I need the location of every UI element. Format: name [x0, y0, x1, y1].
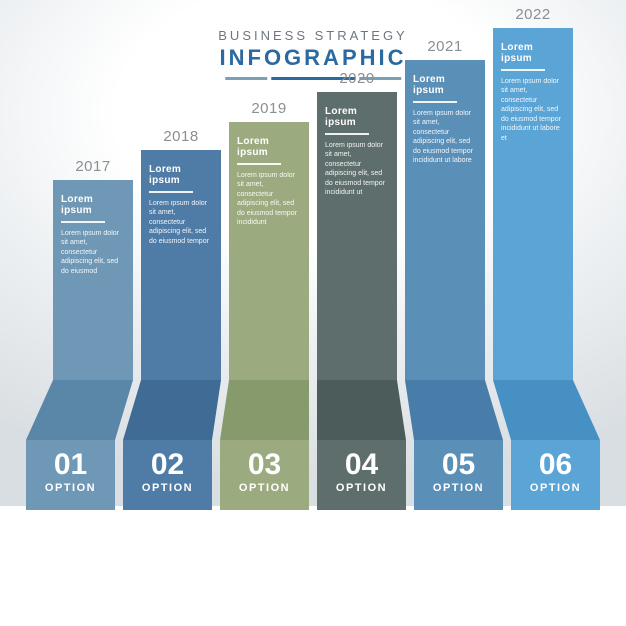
bar-body: Lorem ipsum dolor sit amet, consectetur … — [501, 77, 565, 143]
bar-title: Lorem ipsum — [325, 106, 389, 128]
bar-body: Lorem ipsum dolor sit amet, consectetur … — [325, 141, 389, 198]
year-label: 2022 — [493, 6, 573, 23]
option-panel: 01 OPTION — [26, 440, 115, 510]
option-number: 05 — [414, 450, 503, 480]
bar: Lorem ipsum Lorem ipsum dolor sit amet, c… — [141, 150, 221, 380]
bar-underline — [501, 69, 545, 71]
option-label: OPTION — [220, 482, 309, 494]
bar-underline — [413, 101, 457, 103]
option-label: OPTION — [317, 482, 406, 494]
option-panel: 03 OPTION — [220, 440, 309, 510]
bar-underline — [149, 191, 193, 193]
option-label: OPTION — [511, 482, 600, 494]
bar-title: Lorem ipsum — [61, 194, 125, 216]
bar-body: Lorem ipsum dolor sit amet, consectetur … — [149, 199, 213, 246]
year-label: 2017 — [53, 158, 133, 175]
floor-strip — [317, 380, 406, 440]
floor-strip — [493, 380, 600, 440]
bar-body: Lorem ipsum dolor sit amet, consectetur … — [61, 229, 125, 276]
bar: Lorem ipsum Lorem ipsum dolor sit amet, c… — [405, 60, 485, 380]
option-number: 02 — [123, 450, 212, 480]
option-label: OPTION — [414, 482, 503, 494]
option-panel: 02 OPTION — [123, 440, 212, 510]
floor-strip — [123, 380, 221, 440]
bar: Lorem ipsum Lorem ipsum dolor sit amet, c… — [53, 180, 133, 380]
bar-underline — [325, 133, 369, 135]
option-panel: 04 OPTION — [317, 440, 406, 510]
option-number: 03 — [220, 450, 309, 480]
bar: Lorem ipsum Lorem ipsum dolor sit amet, c… — [317, 92, 397, 380]
year-label: 2021 — [405, 38, 485, 55]
bar-underline — [237, 163, 281, 165]
option-panel: 05 OPTION — [414, 440, 503, 510]
bar-title: Lorem ipsum — [237, 136, 301, 158]
bar-body: Lorem ipsum dolor sit amet, consectetur … — [413, 109, 477, 166]
bar: Lorem ipsum Lorem ipsum dolor sit amet, c… — [229, 122, 309, 380]
bar-title: Lorem ipsum — [149, 164, 213, 186]
floor-strip — [26, 380, 133, 440]
floor-strip — [405, 380, 503, 440]
bar-underline — [61, 221, 105, 223]
year-label: 2019 — [229, 100, 309, 117]
bar-title: Lorem ipsum — [413, 74, 477, 96]
year-label: 2018 — [141, 128, 221, 145]
bar-title: Lorem ipsum — [501, 42, 565, 64]
option-number: 06 — [511, 450, 600, 480]
option-number: 04 — [317, 450, 406, 480]
floor-strip — [220, 380, 309, 440]
bar: Lorem ipsum Lorem ipsum dolor sit amet, c… — [493, 28, 573, 380]
option-panel: 06 OPTION — [511, 440, 600, 510]
option-number: 01 — [26, 450, 115, 480]
option-label: OPTION — [123, 482, 212, 494]
infographic-stage: 2017 Lorem ipsum Lorem ipsum dolor sit ame… — [53, 0, 573, 626]
year-label: 2020 — [317, 70, 397, 87]
bar-body: Lorem ipsum dolor sit amet, consectetur … — [237, 171, 301, 228]
option-label: OPTION — [26, 482, 115, 494]
